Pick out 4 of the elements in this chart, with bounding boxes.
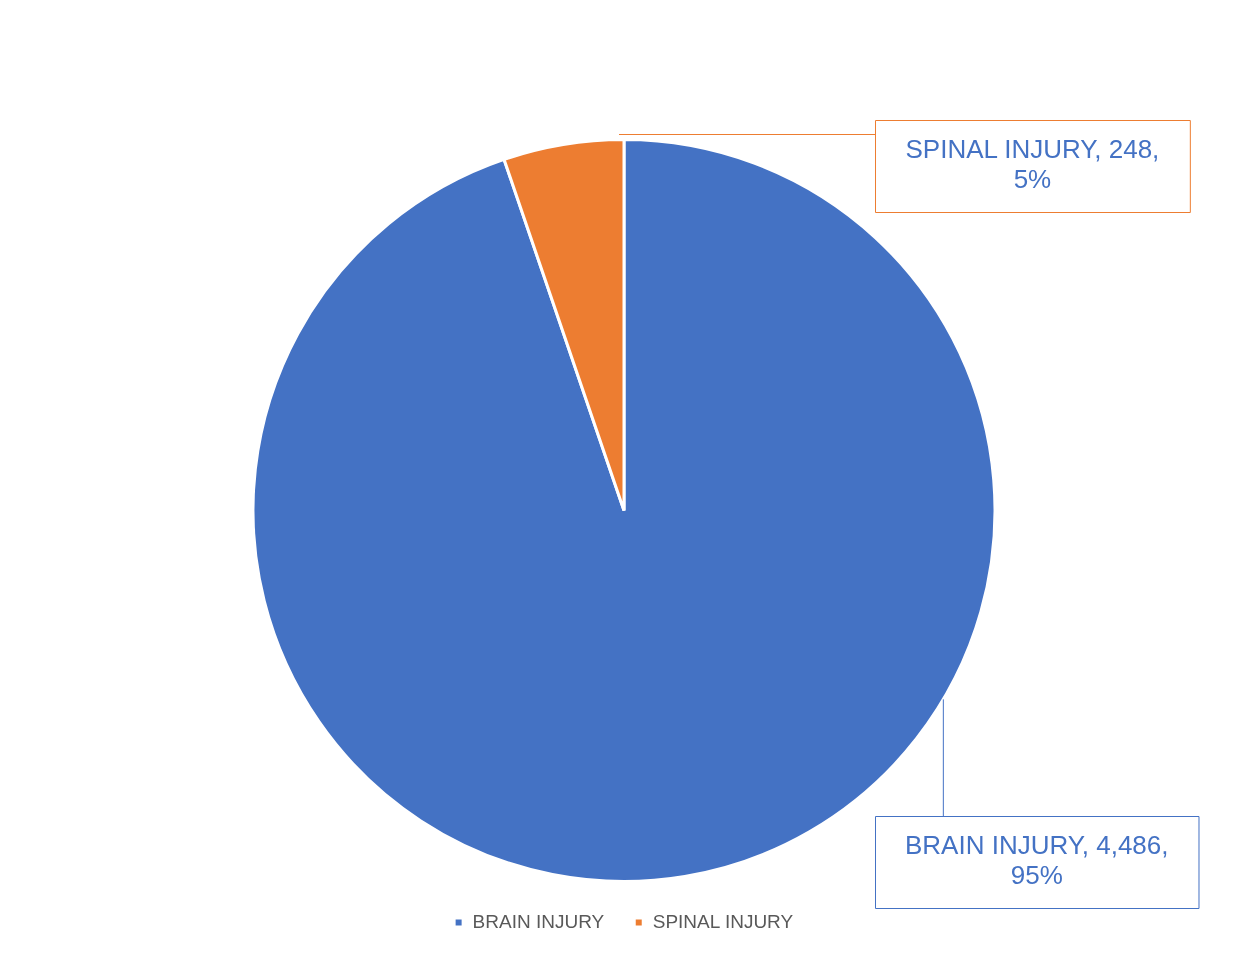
legend-label: BRAIN INJURY (472, 910, 605, 932)
legend-label: SPINAL INJURY (652, 910, 794, 932)
data-label: BRAIN INJURY, 4,486, 95% (905, 830, 1169, 891)
data-label: SPINAL INJURY, 248, 5% (905, 134, 1160, 195)
